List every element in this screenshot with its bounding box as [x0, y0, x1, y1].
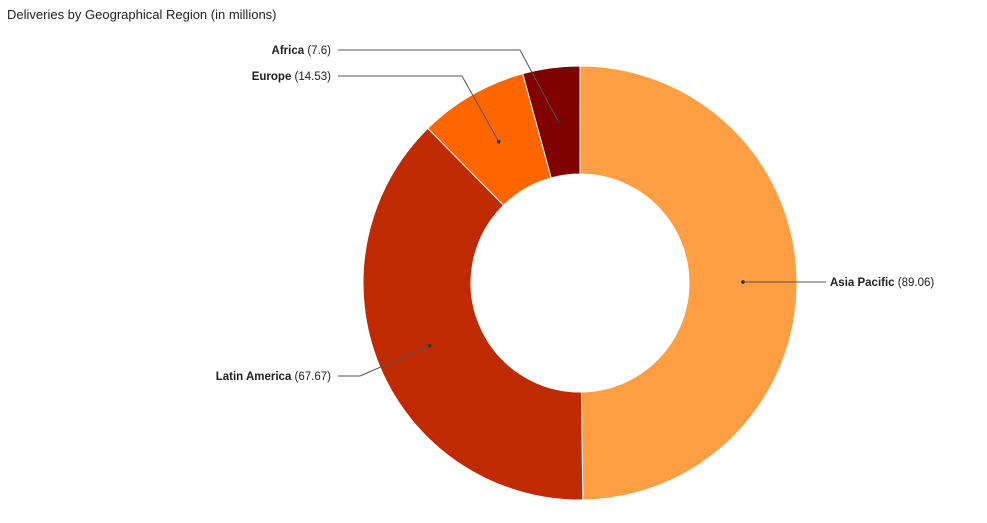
- data-label-europe: Europe (14.53): [252, 71, 331, 83]
- data-label-name: Latin America: [216, 371, 292, 383]
- leader-lines-layer: [338, 49, 827, 377]
- chart-title: Deliveries by Geographical Region (in mi…: [7, 7, 277, 22]
- leader-dot-asia-pacific: [741, 280, 745, 284]
- leader-dot-latin-america: [427, 343, 432, 348]
- leader-dot-europe: [496, 139, 501, 144]
- labels-layer: Asia Pacific (89.06) Latin America (67.67…: [216, 45, 935, 383]
- data-label-africa: Africa (7.6): [272, 45, 332, 57]
- data-label-value: (7.6): [304, 45, 331, 57]
- leader-line-europe: [338, 75, 500, 142]
- data-label-latin-america: Latin America (67.67): [216, 371, 331, 383]
- slice-africa[interactable]: [522, 65, 581, 179]
- slices-layer: [362, 65, 798, 501]
- data-label-name: Europe: [252, 71, 292, 83]
- leader-dot-africa: [556, 119, 561, 124]
- data-label-value: (89.06): [895, 277, 935, 289]
- leader-line-latin-america: [338, 345, 430, 377]
- data-label-name: Africa: [272, 45, 305, 57]
- slice-latin-america[interactable]: [362, 127, 584, 501]
- data-label-value: (67.67): [291, 371, 331, 383]
- data-label-name: Asia Pacific: [830, 277, 895, 289]
- data-label-value: (14.53): [291, 71, 331, 83]
- leader-line-africa: [338, 49, 559, 122]
- slice-asia-pacific[interactable]: [579, 65, 798, 501]
- data-label-asia-pacific: Asia Pacific (89.06): [830, 277, 934, 289]
